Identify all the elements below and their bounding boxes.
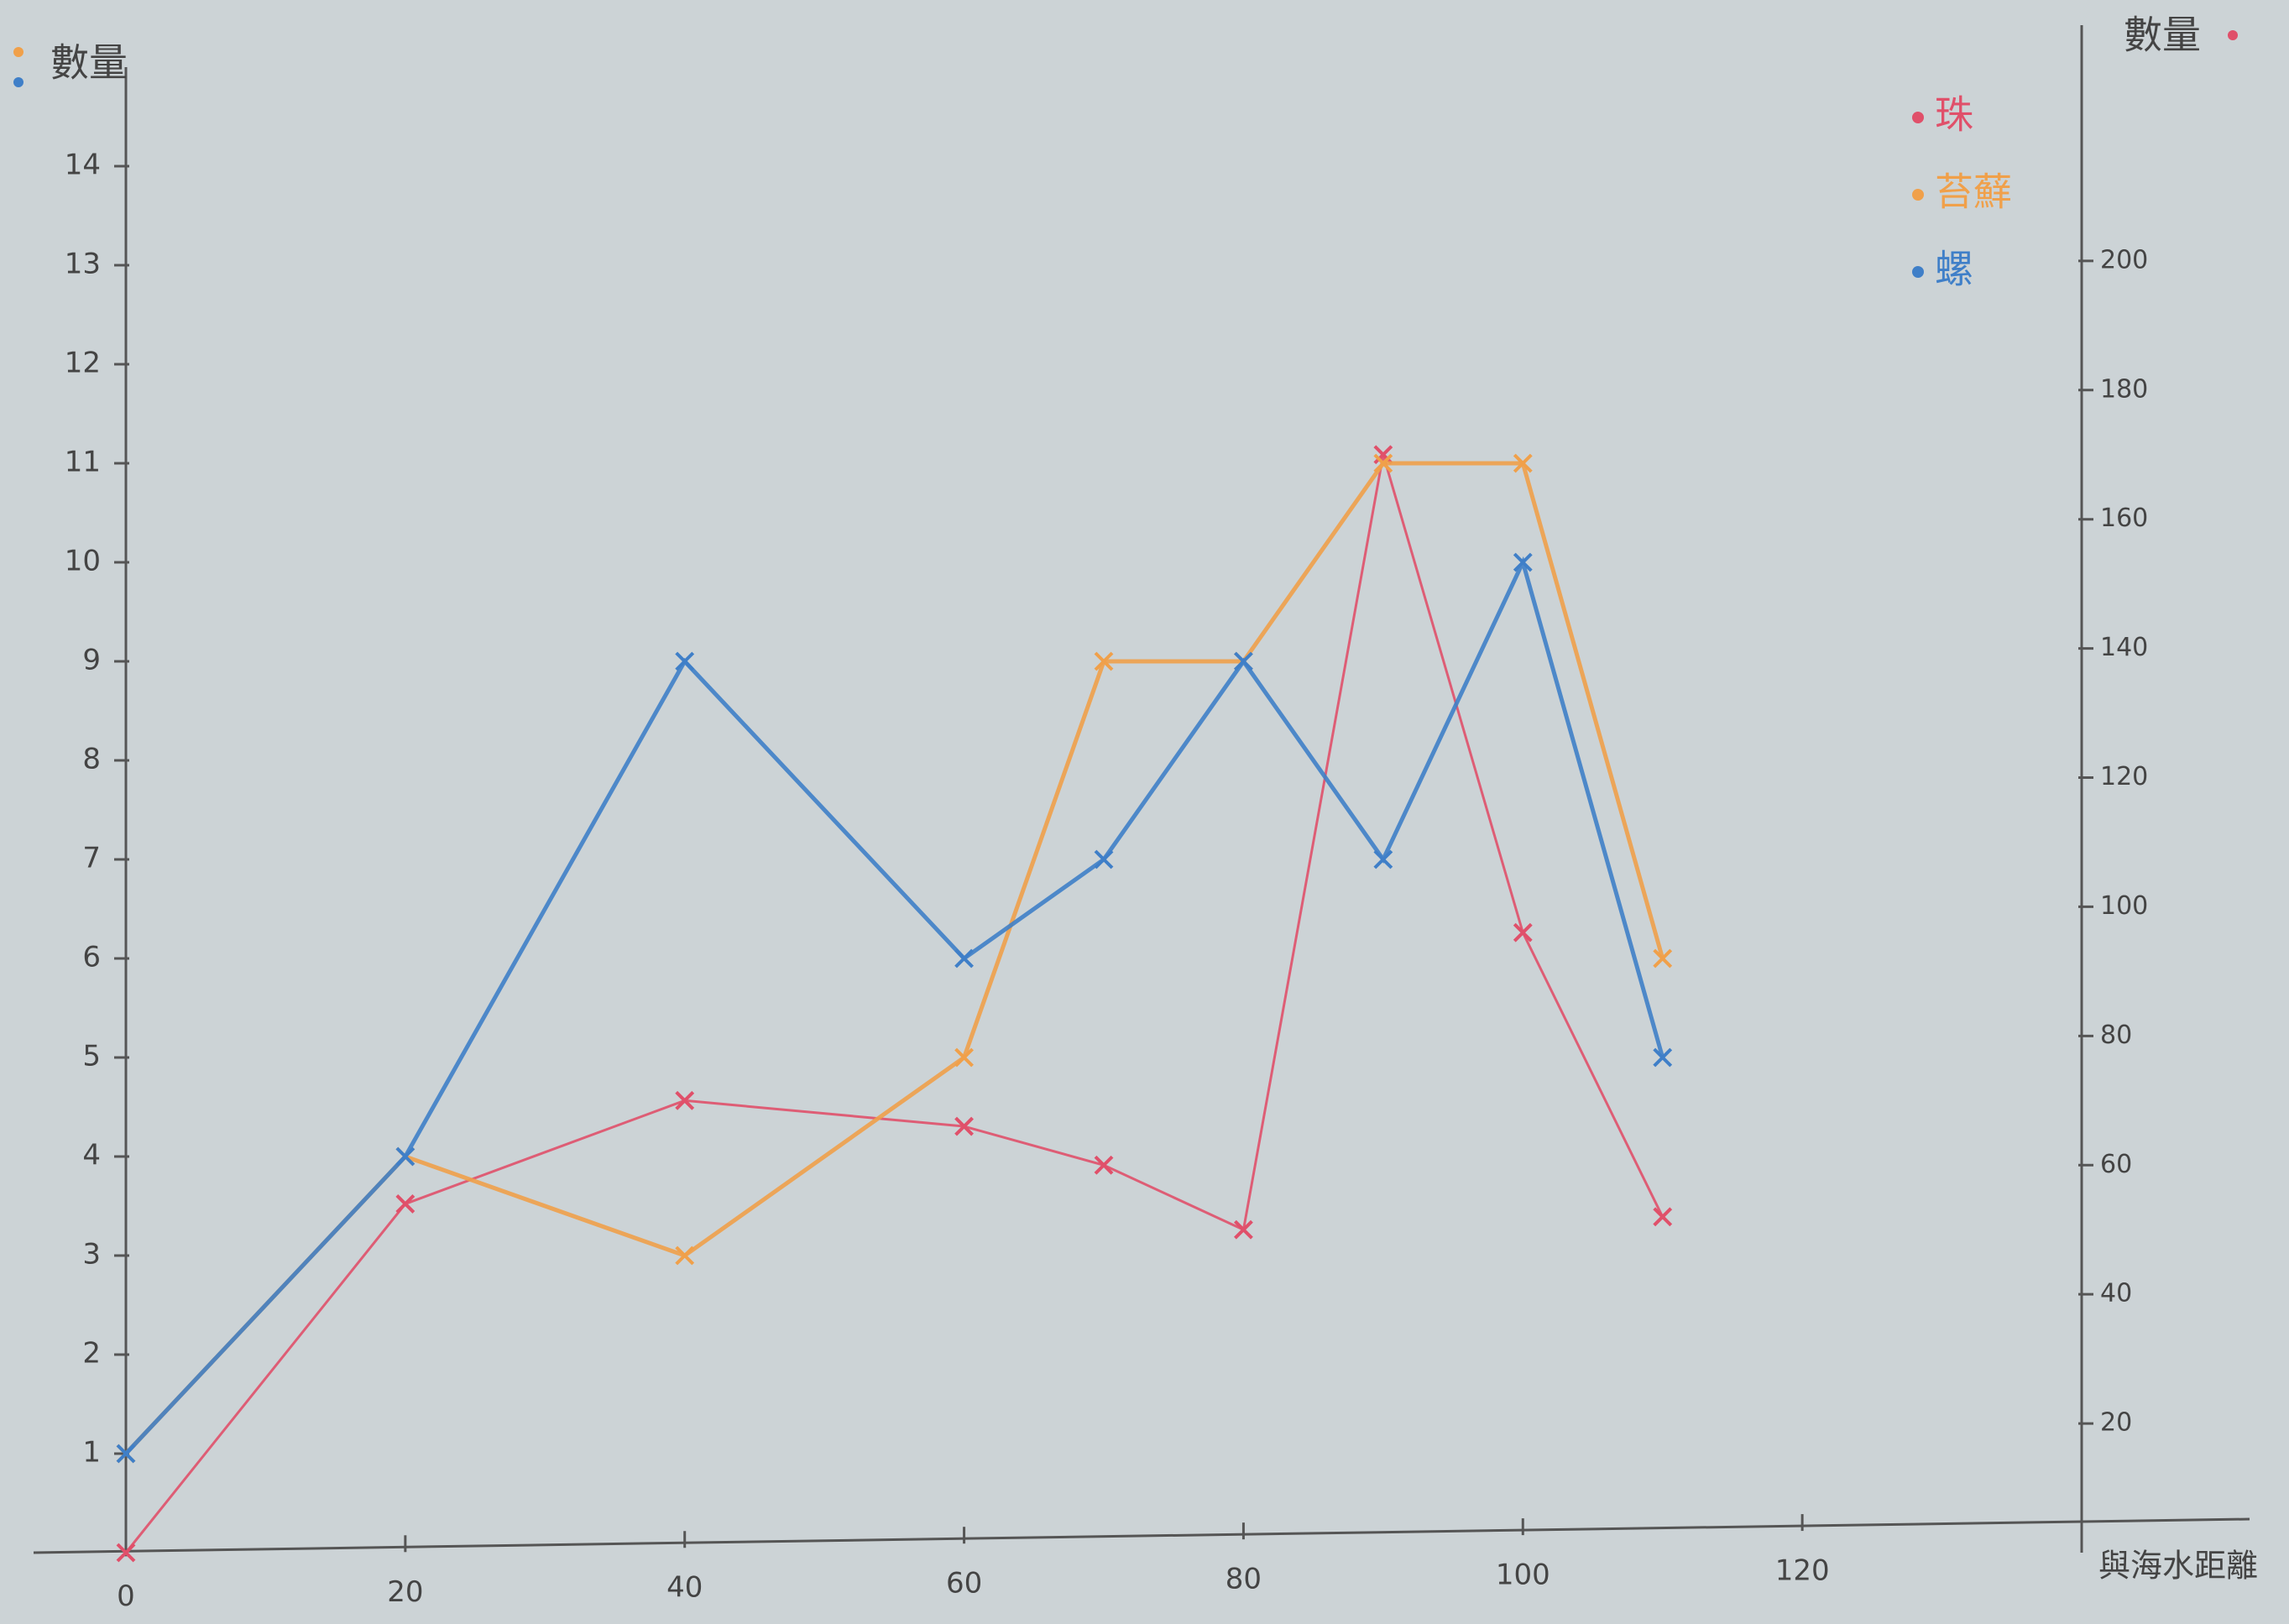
y2-tick-label: 200	[2100, 245, 2148, 274]
x-tick-label: 60	[946, 1567, 982, 1601]
y-tick-label: 1	[82, 1436, 101, 1470]
y2-tick-label: 140	[2100, 633, 2148, 662]
y-tick-label: 9	[82, 644, 101, 677]
x-tick-label: 100	[1496, 1559, 1550, 1592]
y-tick-label: 14	[65, 149, 101, 182]
y-tick-label: 3	[82, 1238, 101, 1272]
point-marker	[954, 948, 974, 969]
axis-key-dot	[13, 77, 24, 87]
axis-key-dot	[13, 47, 24, 57]
y2-tick-label: 40	[2100, 1279, 2132, 1308]
y-tick-label: 4	[82, 1139, 101, 1172]
point-marker	[1373, 849, 1393, 869]
legend-dot	[1912, 189, 1924, 201]
point-marker	[1373, 445, 1393, 465]
y2-tick-label: 60	[2100, 1150, 2132, 1179]
point-marker	[1513, 922, 1533, 943]
y-tick-label: 12	[65, 347, 101, 380]
x-tick-label: 80	[1226, 1563, 1262, 1596]
point-marker	[1513, 453, 1533, 473]
point-marker	[1094, 651, 1114, 671]
y-tick-label: 6	[82, 941, 101, 974]
legend-dot	[1912, 112, 1924, 123]
y2-axis-label: 數量	[2124, 13, 2201, 58]
point-marker	[395, 1146, 415, 1167]
point-marker	[116, 1543, 136, 1563]
point-marker	[675, 1245, 695, 1266]
y-tick-label: 5	[82, 1040, 101, 1073]
y-tick-label: 13	[65, 248, 101, 281]
point-marker	[1653, 1207, 1673, 1227]
y-axis-label: 數量	[50, 40, 128, 86]
y2-tick-label: 160	[2100, 504, 2148, 533]
x-tick-label: 20	[387, 1575, 423, 1609]
y-tick-label: 2	[82, 1337, 101, 1371]
x-tick-label: 120	[1775, 1554, 1830, 1588]
point-marker	[1373, 453, 1393, 473]
x-axis	[33, 1517, 2250, 1554]
y2-tick-label: 20	[2100, 1408, 2132, 1438]
y2-tick-label: 180	[2100, 374, 2148, 404]
point-marker	[675, 651, 695, 671]
legend-dot	[1912, 266, 1924, 278]
point-marker	[1094, 1155, 1114, 1175]
y2-tick-label: 120	[2100, 762, 2148, 791]
point-marker	[116, 1444, 136, 1464]
x-axis-label: 與海水距離	[2098, 1548, 2258, 1585]
y-tick-label: 11	[65, 446, 101, 479]
y-tick-label: 7	[82, 842, 101, 875]
y-tick-label: 8	[82, 743, 101, 776]
point-marker	[1513, 552, 1533, 572]
y-tick-label: 10	[65, 545, 101, 578]
legend-label: 螺	[1935, 247, 1973, 292]
point-marker	[395, 1194, 415, 1214]
point-marker	[675, 1090, 695, 1110]
point-marker	[1653, 1047, 1673, 1068]
point-marker	[1653, 948, 1673, 969]
legend-label: 苔蘚	[1935, 170, 2012, 215]
x-tick-label: 0	[117, 1580, 135, 1613]
axis-key-dot	[2228, 30, 2238, 40]
point-marker	[1234, 651, 1253, 671]
x-tick-label: 40	[666, 1571, 703, 1605]
point-marker	[954, 1116, 974, 1136]
y2-tick-label: 100	[2100, 891, 2148, 921]
y2-tick-label: 80	[2100, 1021, 2132, 1050]
legend-label: 珠	[1935, 92, 1973, 138]
point-marker	[954, 1047, 974, 1068]
point-marker	[1234, 1219, 1253, 1240]
point-marker	[1094, 849, 1114, 869]
